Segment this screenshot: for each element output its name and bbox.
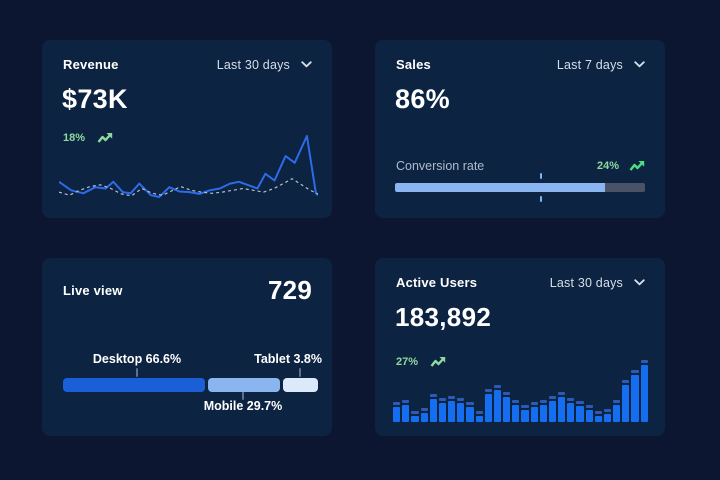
bar-column xyxy=(521,405,529,422)
bar-column xyxy=(631,370,639,422)
bar-column xyxy=(475,411,483,422)
chevron-down-icon xyxy=(301,61,312,68)
conversion-progress-fill xyxy=(395,183,605,192)
sales-value: 86% xyxy=(395,84,450,114)
bar-column xyxy=(603,409,612,422)
bar-column xyxy=(448,396,456,422)
line-series-previous-period xyxy=(59,178,318,197)
bar-column xyxy=(558,392,566,422)
chevron-down-icon xyxy=(634,61,645,68)
bar-column xyxy=(503,392,511,422)
device-share-stacked-bar xyxy=(63,378,318,392)
revenue-card-header: Revenue Last 30 days xyxy=(63,57,312,72)
revenue-card: Revenue Last 30 days $73K 18% xyxy=(42,40,332,218)
bar-column xyxy=(576,401,584,422)
live-view-card: Live view 729 Desktop 66.6% Tablet 3.8% … xyxy=(42,258,332,436)
bar-column xyxy=(567,398,575,422)
bar-column xyxy=(484,389,492,422)
live-view-count: 729 xyxy=(268,275,312,305)
progress-marker-tick-top xyxy=(540,173,542,179)
bar-column xyxy=(402,400,410,422)
active-users-value: 183,892 xyxy=(395,302,492,332)
active-users-period-label: Last 30 days xyxy=(549,275,623,290)
bar-column xyxy=(466,402,474,422)
bar-column xyxy=(438,398,447,422)
bar-column xyxy=(548,396,557,422)
revenue-line-chart xyxy=(59,133,318,201)
chevron-down-icon xyxy=(634,279,645,286)
active-users-card: Active Users Last 30 days 183,892 27% xyxy=(375,258,665,436)
active-users-bar-chart xyxy=(393,359,648,422)
desktop-label-connector xyxy=(136,368,138,377)
bar-column xyxy=(512,400,520,422)
sales-card-header: Sales Last 7 days xyxy=(396,57,645,72)
sales-delta-value: 24% xyxy=(596,160,619,172)
bar-column xyxy=(585,405,593,422)
bar-column xyxy=(420,408,428,422)
bar-column xyxy=(411,411,419,422)
progress-marker-tick-bottom xyxy=(540,196,542,202)
tablet-label-connector xyxy=(299,368,301,377)
trend-up-icon xyxy=(430,356,446,368)
mobile-segment-label: Mobile 29.7% xyxy=(203,399,283,413)
desktop-bar-segment xyxy=(63,378,205,392)
mobile-label-connector xyxy=(242,391,244,400)
sales-card: Sales Last 7 days 86% Conversion rate 24… xyxy=(375,40,665,218)
trend-up-icon xyxy=(97,132,113,144)
revenue-period-dropdown[interactable]: Last 30 days xyxy=(217,58,312,72)
active-users-title: Active Users xyxy=(396,275,478,290)
active-users-delta-row: 27% xyxy=(396,356,446,368)
line-series-current-period xyxy=(59,135,318,198)
conversion-rate-row: Conversion rate 24% xyxy=(396,159,645,173)
sales-delta: 24% xyxy=(597,160,645,172)
bar-column xyxy=(622,380,630,422)
revenue-delta-value: 18% xyxy=(63,132,86,144)
sales-period-label: Last 7 days xyxy=(556,57,623,72)
mobile-bar-segment xyxy=(208,378,280,392)
revenue-title: Revenue xyxy=(63,57,119,72)
revenue-delta-row: 18% xyxy=(63,132,113,144)
bar-column xyxy=(393,402,401,422)
trend-up-icon xyxy=(629,160,645,172)
live-view-title: Live view xyxy=(63,283,123,298)
active-users-delta-value: 27% xyxy=(396,356,419,368)
bar-column xyxy=(613,400,621,422)
sales-period-dropdown[interactable]: Last 7 days xyxy=(557,58,645,72)
active-users-card-header: Active Users Last 30 days xyxy=(396,275,645,290)
bar-column xyxy=(539,400,547,422)
bar-column xyxy=(640,360,648,422)
live-view-card-header: Live view 729 xyxy=(63,275,312,306)
bar-column xyxy=(530,402,538,422)
active-users-period-dropdown[interactable]: Last 30 days xyxy=(550,276,645,290)
conversion-progress-track xyxy=(395,183,645,192)
sales-title: Sales xyxy=(396,57,431,72)
bar-column xyxy=(457,398,465,422)
tablet-bar-segment xyxy=(283,378,318,392)
bar-column xyxy=(594,411,602,422)
conversion-rate-label: Conversion rate xyxy=(396,159,485,173)
bar-column xyxy=(493,385,502,422)
bar-column xyxy=(429,394,437,422)
desktop-segment-label: Desktop 66.6% xyxy=(92,352,182,366)
revenue-value: $73K xyxy=(62,84,128,114)
tablet-segment-label: Tablet 3.8% xyxy=(254,352,322,366)
revenue-period-label: Last 30 days xyxy=(216,57,290,72)
